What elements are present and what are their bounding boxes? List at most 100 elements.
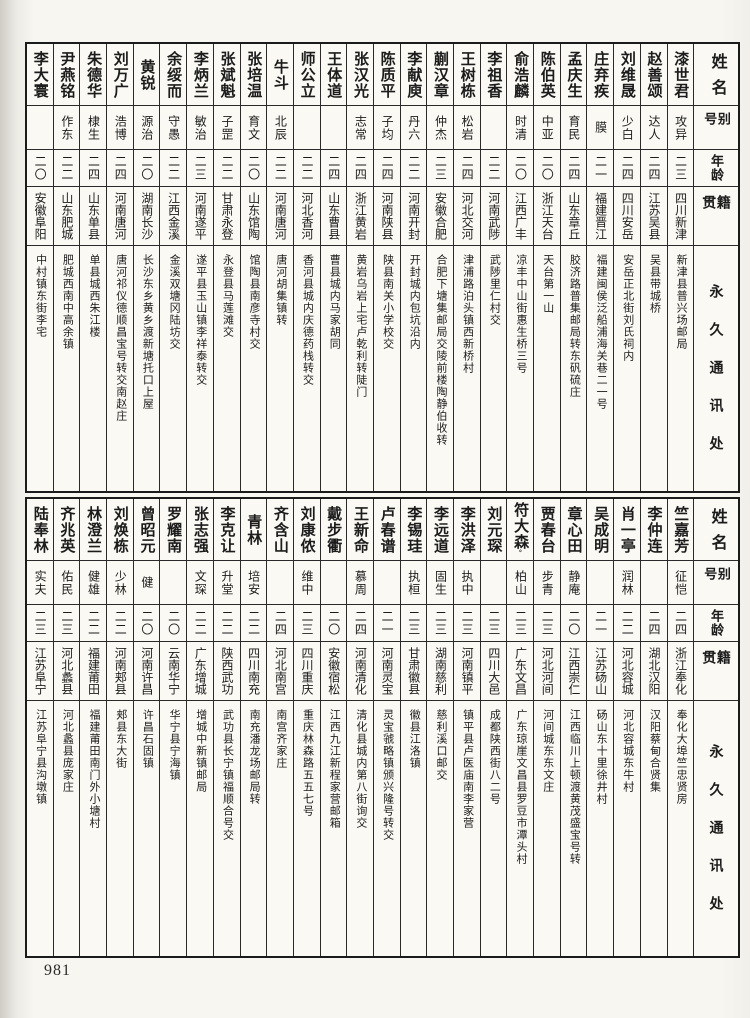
person-address: 重庆林森路五五七号 xyxy=(301,709,314,817)
person-age: 二四 xyxy=(640,605,667,642)
person-alias: 步青 xyxy=(534,561,560,605)
person-column: 李克让 升堂 二二 陕西武功 武功县长宁镇福顺合号交 xyxy=(212,499,240,956)
person-column: 陈伯英 中亚 二〇 浙江天台 天台第一山 xyxy=(533,44,560,491)
person-name: 张斌魁 xyxy=(218,50,236,99)
person-native-place: 河北香河 xyxy=(293,187,320,246)
person-age: 二三 xyxy=(293,605,320,642)
header-native-place: 籍贯 xyxy=(694,642,739,701)
person-name: 刘康侬 xyxy=(298,505,316,554)
person-name: 肖一亭 xyxy=(618,505,636,554)
header-name: 姓名 xyxy=(694,44,739,106)
person-column: 罗耀南 二〇 云南华宁 华宁县宁海镇 xyxy=(159,499,187,956)
person-name-cell: 庄弃疾 xyxy=(587,44,614,106)
person-native-place: 江苏砀山 xyxy=(587,642,614,701)
person-name: 孟庆生 xyxy=(565,50,583,99)
person-age: 二三 xyxy=(187,150,213,187)
person-alias: 文琛 xyxy=(187,561,213,605)
person-age: 二一 xyxy=(587,605,614,642)
person-column: 余绥而 守愚 二二 江西金溪 金溪双塘冈陆坊交 xyxy=(159,44,187,491)
person-native-place: 甘肃永登 xyxy=(213,187,240,246)
person-alias: 敏治 xyxy=(187,106,213,150)
person-address: 江苏阜宁县沟墩镇 xyxy=(34,709,47,805)
person-address: 徽县江洛镇 xyxy=(408,709,421,769)
person-age: 二〇 xyxy=(27,150,53,187)
person-alias: 培安 xyxy=(240,561,267,605)
person-name-cell: 卢春谱 xyxy=(373,499,400,561)
person-age: 二〇 xyxy=(133,150,160,187)
person-native-place: 河南唐河 xyxy=(107,187,133,246)
person-address: 江西临川上顿渡黄茂盛宝号转 xyxy=(568,709,581,865)
person-name-cell: 王新命 xyxy=(347,499,373,561)
person-address: 江西九江新程家营邮箱 xyxy=(328,709,341,829)
person-name-cell: 李锡珪 xyxy=(400,499,427,561)
person-native-place: 山东馆陶 xyxy=(240,187,267,246)
person-native-place: 河南郏县 xyxy=(107,642,133,701)
person-alias: 丹六 xyxy=(400,106,427,150)
person-name-cell: 刘维晟 xyxy=(614,44,640,106)
person-name-cell: 贾春台 xyxy=(534,499,560,561)
person-column: 尹燕铭 作东 二二 山东肥城 肥城西南中高余镇 xyxy=(52,44,80,491)
person-name: 齐兆英 xyxy=(58,505,76,554)
person-column: 张汉光 志常 二四 浙江黄岩 黄岩乌岩上宅卢乾利转陡门 xyxy=(346,44,373,491)
person-column: 刘维晟 少白 二四 四川安岳 安岳正北街刘氏祠内 xyxy=(613,44,640,491)
person-column: 俞浩麟 时清 二〇 江西广丰 凉丰中山街惠生桥三号 xyxy=(506,44,534,491)
person-address: 遂平县玉山镇李祥泰转交 xyxy=(194,254,207,386)
header-native-place: 籍贯 xyxy=(694,187,739,246)
person-name: 竺嘉芳 xyxy=(672,505,690,554)
person-native-place: 四川重庆 xyxy=(293,642,320,701)
person-age: 二四 xyxy=(454,150,480,187)
person-column: 符大森 ° 柏山 二三 广东文昌 广东琼崖文昌县罗豆市潭头村 xyxy=(506,499,534,956)
person-column: 蒯汉章 仲杰 二三 安徽合肥 合肥下塘集邮局交陵前楼陶静伯收转 xyxy=(426,44,453,491)
person-native-place: 河北南宫 xyxy=(267,642,293,701)
header-column: 姓名 别号 年龄 籍贯 永久通讯处 xyxy=(693,44,739,491)
person-native-place: 四川安岳 xyxy=(614,187,640,246)
person-name: 陆奉林 xyxy=(31,505,49,554)
person-column: 吴成明 二一 江苏砀山 砀山东十里徐井村 xyxy=(586,499,614,956)
person-name-cell: 刘万广 xyxy=(107,44,133,106)
person-alias: 达人 xyxy=(640,106,667,150)
person-name: 牛斗 xyxy=(271,58,289,91)
person-native-place: 江苏吴县 xyxy=(640,187,667,246)
person-native-place: 江西金溪 xyxy=(160,187,187,246)
person-alias: 征恺 xyxy=(667,561,694,605)
person-alias xyxy=(320,106,347,150)
person-column: 林澄兰 健雄 二二 福建莆田 福建莆田南门外小塘村 xyxy=(79,499,107,956)
person-age: 二〇 xyxy=(133,605,160,642)
person-column: 李献庾 丹六 二二 河南开封 开封城内包坑沿内 xyxy=(399,44,427,491)
person-address: 奉化大埠竺忠贤房 xyxy=(675,709,688,805)
person-address: 许昌石固镇 xyxy=(141,709,154,769)
person-address: 南充潘龙场邮局转 xyxy=(248,709,261,805)
person-alias: 少林 xyxy=(107,561,133,605)
person-address: 永登县马莲滩交 xyxy=(221,254,234,338)
person-name-cell: 罗耀南 xyxy=(160,499,187,561)
person-native-place: 河南陕县 xyxy=(373,187,400,246)
person-alias: 实夫 xyxy=(27,561,53,605)
person-age: 二二 xyxy=(213,150,240,187)
person-native-place: 江苏阜宁 xyxy=(27,642,53,701)
person-age: 二〇 xyxy=(534,150,560,187)
person-name-cell: 竺嘉芳 xyxy=(667,499,694,561)
person-alias: 柏山 xyxy=(507,561,534,605)
person-column: 肖一亭 润林 二二 河北容城 河北容城东牛村 xyxy=(613,499,640,956)
person-native-place: 云南华宁 xyxy=(160,642,187,701)
person-address: 清化县城内第八街询交 xyxy=(354,709,367,829)
person-column: 李远道 固生 二三 湖南慈利 慈利溪口邮交 xyxy=(426,499,453,956)
person-age: 二〇 xyxy=(320,605,347,642)
person-name-cell: 陆奉林 xyxy=(27,499,53,561)
person-alias: 松岩 xyxy=(454,106,480,150)
person-name: 戴步衢 xyxy=(325,505,343,554)
person-column: 赵善颂 达人 二四 江苏吴县 吴县带城桥 xyxy=(639,44,667,491)
person-age: 二四 xyxy=(667,605,694,642)
person-age: 二三 xyxy=(507,605,534,642)
person-name-cell: 王树栋 xyxy=(454,44,480,106)
person-age: 二三 xyxy=(27,605,53,642)
person-name: 齐含山 xyxy=(271,505,289,554)
person-name-cell: 李仲连 xyxy=(640,499,667,561)
person-address: 慈利溪口邮交 xyxy=(434,709,447,781)
person-name: 余绥而 xyxy=(165,50,183,99)
person-age: 二二 xyxy=(400,150,427,187)
person-alias: 少白 xyxy=(614,106,640,150)
person-address: 南宫齐家庄 xyxy=(274,709,287,769)
person-alias xyxy=(587,561,614,605)
header-age: 年龄 xyxy=(694,605,739,642)
